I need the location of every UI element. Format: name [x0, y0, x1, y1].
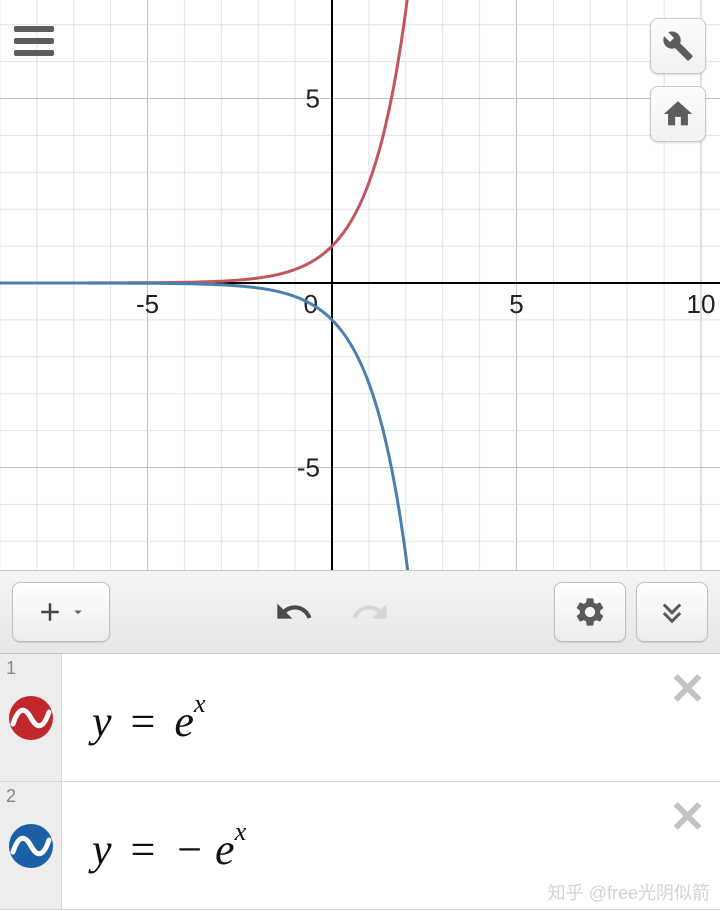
home-icon: [661, 97, 695, 131]
toolbar: [0, 570, 720, 654]
chevron-double-down-icon: [655, 595, 689, 629]
expression-index: 2: [6, 786, 16, 807]
expression-row[interactable]: 2 y = − ex ✕: [0, 782, 720, 910]
expression-swatch[interactable]: [9, 824, 53, 868]
collapse-button[interactable]: [636, 582, 708, 642]
undo-redo-group: [268, 592, 396, 632]
svg-text:-5: -5: [136, 289, 159, 319]
gear-icon: [573, 595, 607, 629]
add-expression-button[interactable]: [12, 582, 110, 642]
svg-text:10: 10: [687, 289, 716, 319]
wrench-icon: [662, 30, 694, 62]
expression-row[interactable]: 1 y = ex ✕: [0, 654, 720, 782]
expression-tab[interactable]: 1: [0, 654, 62, 781]
expression-list: 1 y = ex ✕ 2 y = − ex ✕: [0, 654, 720, 911]
plus-icon: [35, 597, 65, 627]
graph-area[interactable]: -50510-55: [0, 0, 720, 570]
home-button[interactable]: [650, 86, 706, 142]
expression-latex[interactable]: y = ex: [62, 688, 720, 747]
expression-latex[interactable]: y = − ex: [62, 816, 720, 875]
dropdown-caret-icon: [69, 603, 87, 621]
expression-index: 1: [6, 658, 16, 679]
wrench-button[interactable]: [650, 18, 706, 74]
graph-svg: -50510-55: [0, 0, 720, 570]
svg-text:5: 5: [509, 289, 523, 319]
menu-button[interactable]: [14, 20, 54, 62]
graph-settings-button[interactable]: [554, 582, 626, 642]
svg-text:-5: -5: [297, 453, 320, 483]
undo-button[interactable]: [268, 592, 320, 632]
delete-expression-button[interactable]: ✕: [669, 796, 706, 840]
expression-tab[interactable]: 2: [0, 782, 62, 909]
expression-swatch[interactable]: [9, 696, 53, 740]
svg-text:5: 5: [306, 84, 320, 114]
redo-button[interactable]: [344, 592, 396, 632]
delete-expression-button[interactable]: ✕: [669, 668, 706, 712]
